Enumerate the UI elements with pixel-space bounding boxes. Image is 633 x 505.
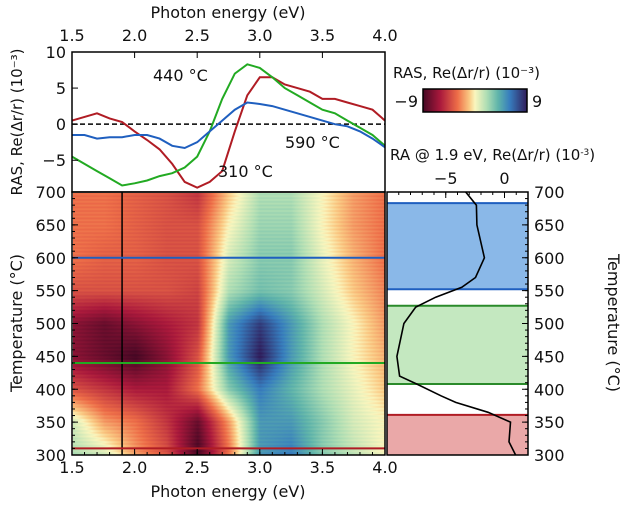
spectrum-line-590 [72,101,386,150]
top-x-tick-label: 3.5 [310,26,335,45]
series-label-310: 310 °C [218,162,273,181]
temperature-band-1 [387,305,528,384]
bottom-x-tick-label: 3.5 [310,458,335,477]
ra-y-tick-label: 650 [534,216,565,235]
ra-y-tick-label: 700 [534,183,565,202]
heatmap-y-tick-label: 400 [35,380,66,399]
bottom-x-tick-label: 3.0 [247,458,272,477]
spectra-y-tick-label: −5 [42,151,66,170]
spectra-y-tick-label: 0 [56,115,66,134]
heatmap-y-tick-label: 300 [35,446,66,465]
heatmap-y-tick-label: 700 [35,183,66,202]
ra-trace-line [396,191,517,456]
series-label-440: 440 °C [153,66,208,85]
heatmap-y-tick-label: 350 [35,413,66,432]
ra-y-axis-title: Temperature (°C) [604,253,623,392]
ra-x-tick-label: −5 [434,169,458,188]
spectrum-line-440 [71,63,386,187]
ra-y-tick-label: 600 [534,249,565,268]
spectra-y-tick-label: 5 [56,79,66,98]
ra-y-tick-label: 450 [534,347,565,366]
ra-y-tick-label: 300 [534,446,565,465]
temperature-band-2 [387,414,528,455]
top-x-tick-label: 2.0 [122,26,147,45]
colorbar-title: RAS, Re(Δr/r) (10⁻³) [393,64,540,82]
heatmap-y-tick-label: 500 [35,315,66,334]
top-x-tick-label: 2.5 [184,26,209,45]
top-x-tick-label: 3.0 [247,26,272,45]
spectra-y-tick-label: 10 [46,43,66,62]
temperature-band-0 [387,203,528,290]
series-label-590: 590 °C [285,133,340,152]
colorbar-max-label: 9 [532,92,542,111]
ra-y-tick-label: 550 [534,282,565,301]
heatmap-y-axis-title: Temperature (°C) [7,254,26,393]
bottom-x-tick-label: 2.0 [122,458,147,477]
heatmap-frame [71,191,386,456]
top-x-tick-label: 4.0 [372,26,397,45]
top-x-tick-label: 1.5 [59,26,84,45]
ra-panel-title: RA @ 1.9 eV, Re(Δr/r) (10-3) [390,146,595,164]
ra-y-tick-label: 400 [534,380,565,399]
heatmap-y-tick-label: 550 [35,282,66,301]
heatmap-y-tick-label: 450 [35,347,66,366]
bottom-x-tick-label: 2.5 [184,458,209,477]
top-x-axis-title: Photon energy (eV) [151,3,306,22]
ra-x-tick-label: 0 [499,169,509,188]
heatmap-y-tick-label: 600 [35,249,66,268]
spectrum-line-310 [71,76,386,189]
heatmap-y-tick-label: 650 [35,216,66,235]
colorbar-min-label: −9 [394,92,418,111]
bottom-x-axis-title: Photon energy (eV) [151,482,306,501]
ra-y-tick-label: 500 [534,315,565,334]
bottom-x-tick-label: 4.0 [372,458,397,477]
colorbar [422,88,528,113]
heatmap-image [73,193,385,455]
ra-y-tick-label: 350 [534,413,565,432]
bottom-x-tick-label: 1.5 [59,458,84,477]
spectra-y-axis-title: RAS, Re(Δr/r) (10⁻³) [8,49,26,196]
